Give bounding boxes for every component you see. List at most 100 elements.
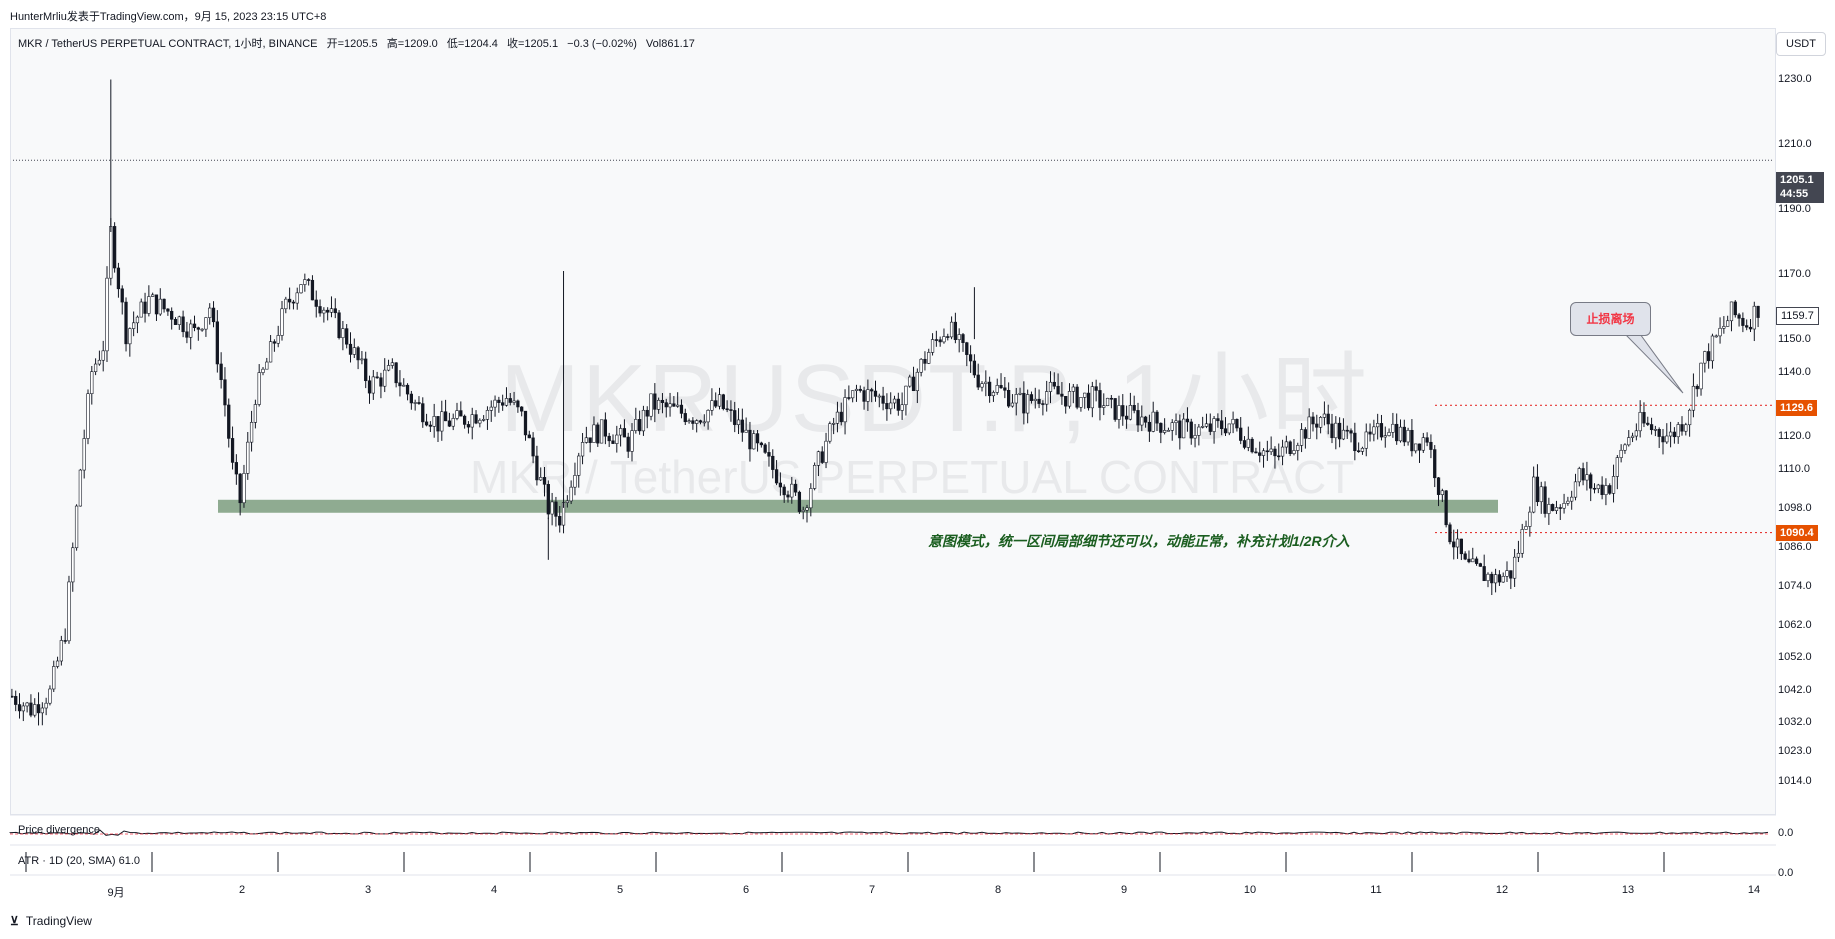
candle-body <box>185 331 189 338</box>
candle-body <box>1395 423 1399 442</box>
candle-body <box>725 408 729 411</box>
candle-body <box>1474 558 1479 564</box>
candle-body <box>1642 412 1646 424</box>
candle-body <box>443 411 448 422</box>
candle-body <box>512 400 516 403</box>
candle-body <box>1448 524 1452 543</box>
candle-body <box>1140 416 1144 426</box>
candle-body <box>599 419 604 444</box>
candle-body <box>1307 416 1311 439</box>
price-axis-label: 1140.0 <box>1778 365 1811 378</box>
chart-area[interactable] <box>10 28 1776 815</box>
candle-body <box>1558 507 1562 509</box>
candle-body <box>1433 449 1437 479</box>
candle-body <box>1402 426 1406 443</box>
candle-body <box>287 298 292 303</box>
candle-body <box>55 660 60 667</box>
candle-body <box>1124 415 1129 420</box>
candle-body <box>653 393 657 410</box>
divergence-indicator-label[interactable]: Price divergence <box>18 824 100 836</box>
candle-body <box>329 308 334 313</box>
candle-body <box>71 547 75 583</box>
candle-body <box>1037 398 1041 404</box>
candle-body <box>1056 385 1060 395</box>
candle-body <box>1166 430 1171 432</box>
candle-body <box>1668 431 1673 437</box>
candle-body <box>1185 418 1190 423</box>
candle-body <box>1170 422 1174 431</box>
atr-indicator-label[interactable]: ATR · 1D (20, SMA) 61.0 <box>18 855 141 867</box>
candle-body <box>1718 327 1722 337</box>
candle-body <box>710 400 714 411</box>
candle-body <box>755 433 760 444</box>
candle-body <box>1699 362 1703 390</box>
green-annotation[interactable]: 意图模式，统一区间局部细节还可以，动能正常，补充计划1/2R介入 <box>928 533 1350 549</box>
candle-body <box>253 404 258 423</box>
candle-body <box>310 279 315 301</box>
candle-body <box>1204 423 1209 427</box>
candle-body <box>1722 326 1726 329</box>
candle-body <box>154 294 159 315</box>
candle-body <box>870 389 874 392</box>
candle-body <box>143 301 147 314</box>
candle-body <box>59 640 63 662</box>
candle-body <box>1429 441 1433 450</box>
candle-body <box>588 437 592 443</box>
candle-body <box>1745 325 1749 328</box>
candle-body <box>1353 432 1357 452</box>
candle-body <box>1349 430 1353 434</box>
candle-body <box>112 226 117 269</box>
candle-body <box>398 382 402 387</box>
candle-body <box>116 267 121 290</box>
candle-body <box>1676 424 1680 438</box>
candle-body <box>215 321 219 365</box>
candle-body <box>1657 429 1661 437</box>
candle-body <box>774 469 779 484</box>
candle-body <box>1672 431 1677 438</box>
candle-body <box>367 380 372 394</box>
candle-body <box>1570 496 1574 502</box>
candle-body <box>771 455 775 470</box>
symbol-legend[interactable]: MKR / TetherUS PERPETUAL CONTRACT, 1小时, … <box>18 35 701 51</box>
candle-body <box>447 420 452 427</box>
price-axis-label: 1032.0 <box>1778 716 1812 729</box>
price-axis-label: 1052.0 <box>1778 651 1812 664</box>
candle-body <box>151 294 155 297</box>
candle-body <box>192 323 197 329</box>
candle-body <box>1368 431 1372 435</box>
candle-body <box>1113 398 1117 420</box>
candle-body <box>607 435 611 442</box>
candle-body <box>1299 429 1304 446</box>
candle-body <box>1121 405 1125 417</box>
footer-brand[interactable]: ⊻ TradingView <box>10 914 92 928</box>
candle-body <box>345 328 349 345</box>
candle-body <box>641 409 646 432</box>
candle-body <box>637 419 642 432</box>
symbol-name[interactable]: MKR / TetherUS PERPETUAL CONTRACT, 1小时, … <box>18 38 318 50</box>
candle-body <box>1707 351 1711 362</box>
candle-body <box>249 422 254 443</box>
candle-body <box>702 421 706 424</box>
stop-callout[interactable]: 止损离场 <box>1570 302 1651 336</box>
time-axis-label: 8 <box>994 884 1002 896</box>
candle-body <box>1189 421 1193 439</box>
candle-body <box>801 509 805 512</box>
candle-body <box>1269 448 1273 453</box>
candle-body <box>1223 428 1228 434</box>
candle-body <box>1258 452 1262 456</box>
candle-body <box>603 419 608 437</box>
candle-body <box>409 393 413 404</box>
candle-body <box>1387 432 1391 436</box>
candle-body <box>299 284 303 294</box>
candle-body <box>1756 305 1760 318</box>
candle-body <box>892 398 897 404</box>
candle-body <box>1341 429 1346 440</box>
candle-body <box>934 339 938 341</box>
currency-button[interactable]: USDT <box>1776 32 1826 56</box>
candle-body <box>67 581 71 642</box>
candle-body <box>1440 490 1444 495</box>
candle-body <box>1045 391 1049 405</box>
candle-body <box>379 377 383 387</box>
candle-body <box>1007 389 1011 407</box>
